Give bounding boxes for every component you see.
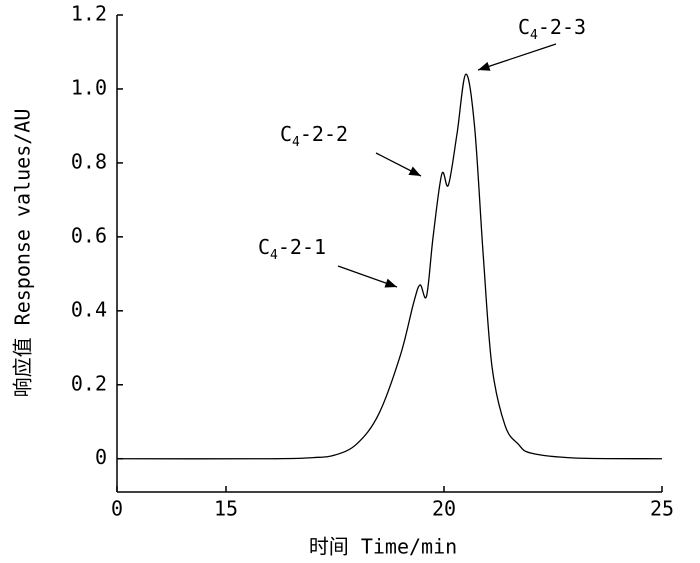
annotation-rest: -2-1 xyxy=(278,235,326,259)
y-tick-label: 1.2 xyxy=(71,2,107,26)
x-tick-label: 0 xyxy=(111,497,123,521)
annotation-main: C xyxy=(280,122,292,146)
y-tick-label: 0.6 xyxy=(71,223,107,247)
x-tick-label: 20 xyxy=(432,497,456,521)
annotation-rest: -2-2 xyxy=(300,122,348,146)
annotation: C4-2-1 xyxy=(258,235,326,263)
annotation: C4-2-2 xyxy=(280,122,348,150)
annotation-subscript: 4 xyxy=(530,28,538,43)
y-tick-label: 1.0 xyxy=(71,75,107,99)
curve xyxy=(116,73,663,460)
annotation-rest: -2-3 xyxy=(538,15,586,39)
annotation-subscript: 4 xyxy=(292,135,300,150)
x-axis-label: 时间 Time/min xyxy=(309,535,457,559)
y-tick-label: 0.8 xyxy=(71,149,107,173)
y-axis-label: 响应值 Response values/AU xyxy=(11,109,35,398)
y-tick-label: 0.2 xyxy=(71,371,107,395)
annotation-arrow xyxy=(375,152,422,177)
annotation-main: C xyxy=(518,15,530,39)
x-tick-label: 15 xyxy=(214,497,238,521)
annotation-subscript: 4 xyxy=(270,248,278,263)
x-tick-label: 25 xyxy=(650,497,674,521)
annotation-main: C xyxy=(258,235,270,259)
y-tick-label: 0.4 xyxy=(71,297,107,321)
annotation-arrow xyxy=(477,43,557,71)
y-tick-label: 0 xyxy=(95,445,107,469)
annotation: C4-2-3 xyxy=(518,15,586,43)
annotation-arrow xyxy=(337,265,398,288)
